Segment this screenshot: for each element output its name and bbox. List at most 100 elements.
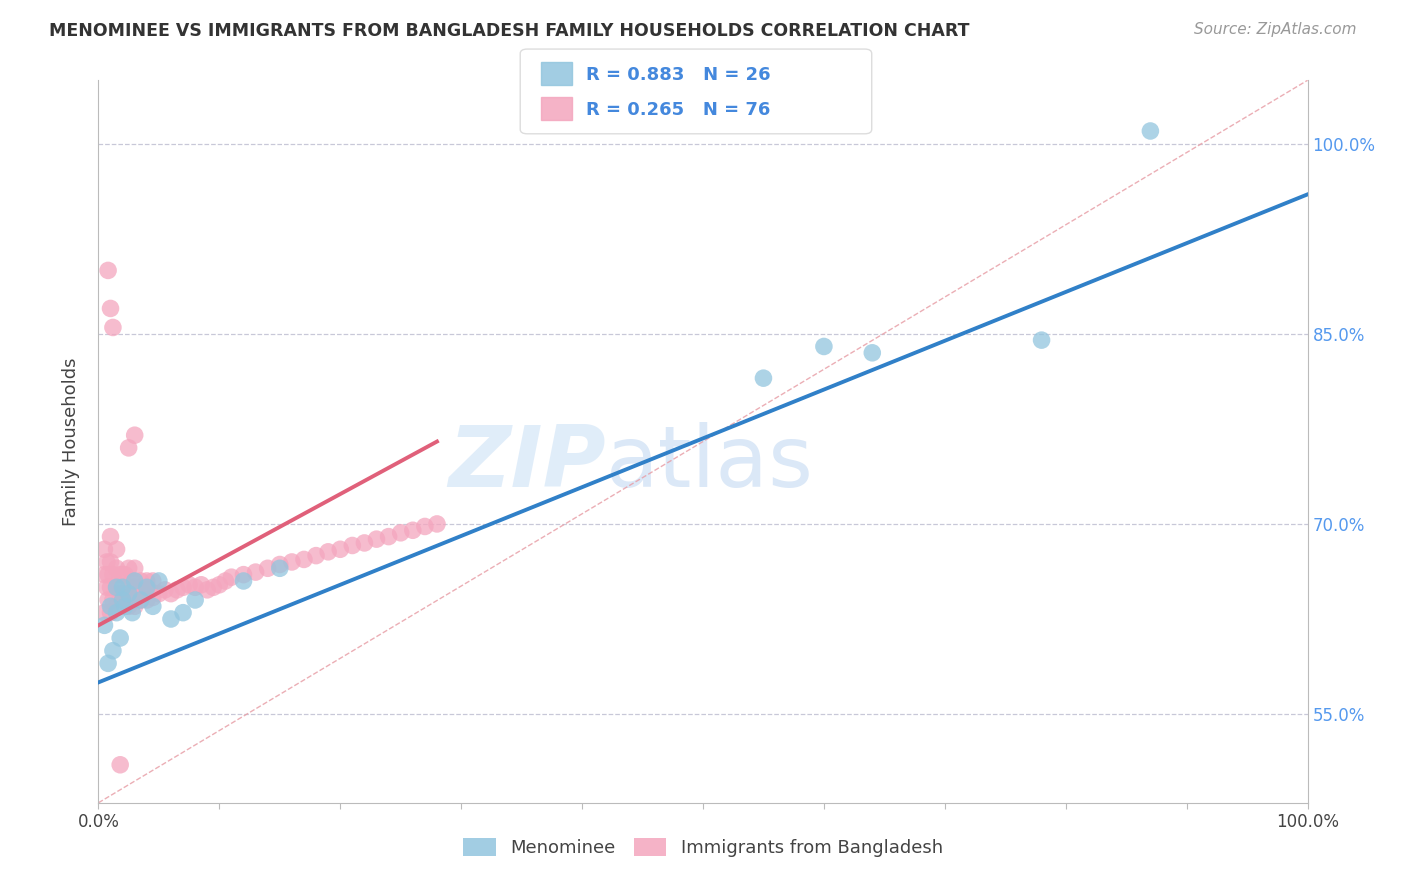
Point (100, 606, 122, 620)
Point (316, 545, 339, 559)
Point (195, 582, 218, 597)
Point (118, 441, 141, 455)
Point (124, 561, 146, 575)
Point (134, 587, 156, 601)
Point (142, 591, 165, 605)
Text: Source: ZipAtlas.com: Source: ZipAtlas.com (1194, 22, 1357, 37)
Text: R = 0.883   N = 26: R = 0.883 N = 26 (586, 66, 770, 84)
Point (269, 561, 291, 575)
Point (245, 565, 267, 579)
Point (108, 631, 131, 645)
Point (402, 523, 425, 537)
Point (129, 593, 152, 607)
Point (208, 578, 231, 592)
Point (97, 263, 120, 277)
Point (111, 593, 134, 607)
Point (97, 593, 120, 607)
Point (752, 371, 775, 385)
Point (221, 570, 243, 584)
Point (97, 567, 120, 582)
Point (292, 552, 315, 566)
Point (166, 582, 188, 597)
Point (172, 580, 194, 594)
Point (108, 587, 131, 601)
Point (202, 580, 225, 594)
Point (813, 339, 835, 353)
Point (114, 599, 136, 614)
Point (97, 657, 120, 671)
Point (114, 567, 136, 582)
Point (100, 301, 122, 316)
Point (93, 618, 115, 632)
Point (148, 574, 170, 588)
Point (135, 580, 157, 594)
Point (142, 599, 165, 614)
Point (129, 593, 152, 607)
Point (281, 555, 304, 569)
Point (105, 561, 128, 575)
Point (142, 574, 165, 588)
Point (184, 580, 207, 594)
Point (100, 580, 122, 594)
Text: MENOMINEE VS IMMIGRANTS FROM BANGLADESH FAMILY HOUSEHOLDS CORRELATION CHART: MENOMINEE VS IMMIGRANTS FROM BANGLADESH … (49, 22, 970, 40)
Point (105, 606, 128, 620)
Legend: Menominee, Immigrants from Bangladesh: Menominee, Immigrants from Bangladesh (454, 829, 952, 866)
Point (214, 574, 236, 588)
Point (1139, 124, 1161, 138)
Text: ZIP: ZIP (449, 422, 606, 505)
Point (127, 587, 149, 601)
Text: atlas: atlas (606, 422, 814, 505)
Point (135, 593, 157, 607)
Point (93, 606, 115, 620)
Point (353, 536, 375, 550)
Point (101, 593, 124, 607)
Point (118, 580, 141, 594)
Point (101, 643, 124, 657)
Point (105, 542, 128, 557)
Point (305, 549, 328, 563)
Point (377, 530, 399, 544)
Point (93, 567, 115, 582)
Point (426, 516, 449, 531)
Point (160, 612, 183, 626)
Point (100, 530, 122, 544)
Point (179, 578, 201, 592)
Point (124, 580, 146, 594)
Point (232, 574, 254, 588)
Point (129, 574, 152, 588)
Point (100, 599, 122, 614)
Point (124, 599, 146, 614)
Point (121, 606, 143, 620)
Point (118, 587, 141, 601)
Point (1031, 333, 1053, 347)
Point (172, 606, 194, 620)
Point (413, 519, 436, 533)
Point (342, 539, 364, 553)
Point (329, 542, 352, 557)
Point (100, 555, 122, 569)
Point (114, 587, 136, 601)
Point (105, 599, 128, 614)
Point (190, 578, 212, 592)
Text: R = 0.265   N = 76: R = 0.265 N = 76 (586, 101, 770, 119)
Point (184, 593, 207, 607)
Point (108, 567, 131, 582)
Point (96, 580, 118, 594)
Point (124, 574, 146, 588)
Point (105, 580, 128, 594)
Point (93, 542, 115, 557)
Point (135, 574, 157, 588)
Point (121, 574, 143, 588)
Point (118, 561, 141, 575)
Point (105, 580, 128, 594)
Point (256, 561, 278, 575)
Point (269, 558, 291, 572)
Point (118, 599, 141, 614)
Point (153, 582, 176, 597)
Point (124, 428, 146, 442)
Point (108, 757, 131, 772)
Point (389, 525, 412, 540)
Point (121, 593, 143, 607)
Point (101, 567, 124, 582)
Point (860, 346, 883, 360)
